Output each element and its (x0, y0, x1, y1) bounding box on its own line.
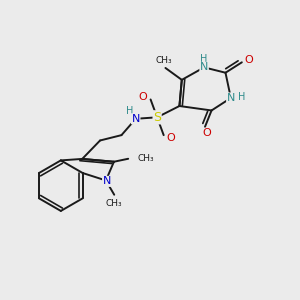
Text: CH₃: CH₃ (106, 199, 122, 208)
Text: N: N (131, 114, 140, 124)
Text: CH₃: CH₃ (156, 56, 172, 65)
Text: N: N (103, 176, 111, 186)
Text: CH₃: CH₃ (138, 154, 154, 163)
Text: O: O (167, 133, 176, 143)
Text: O: O (202, 128, 211, 138)
Text: H: H (238, 92, 246, 101)
Text: H: H (125, 106, 133, 116)
Text: N: N (227, 93, 235, 103)
Text: N: N (200, 62, 208, 72)
Text: H: H (200, 54, 207, 64)
Text: S: S (153, 111, 161, 124)
Text: O: O (244, 55, 253, 65)
Text: O: O (139, 92, 148, 101)
